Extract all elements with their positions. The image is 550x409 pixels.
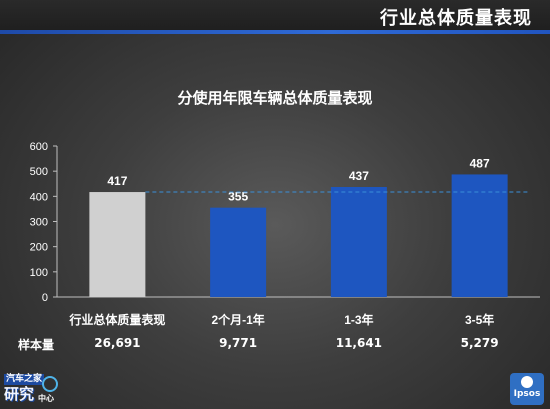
data-label: 437 bbox=[349, 169, 369, 183]
header-stripe bbox=[0, 30, 550, 34]
y-tick-label: 600 bbox=[30, 141, 48, 153]
bar bbox=[89, 192, 146, 297]
page-title: 行业总体质量表现 bbox=[380, 8, 532, 29]
logo-ring-icon bbox=[42, 376, 58, 392]
ipsos-logo: Ipsos bbox=[510, 373, 544, 405]
category-label: 行业总体质量表现 bbox=[68, 312, 165, 327]
data-label: 355 bbox=[228, 190, 248, 204]
ipsos-mark-icon bbox=[521, 376, 533, 388]
sample-size-value: 26,691 bbox=[94, 336, 141, 350]
autohome-research-logo: 汽车之家 研究 中心 bbox=[2, 372, 66, 406]
logo-left-line2: 研究 bbox=[4, 385, 35, 403]
y-tick-label: 200 bbox=[30, 242, 48, 254]
category-label: 3-5年 bbox=[465, 312, 494, 327]
data-label: 487 bbox=[470, 156, 490, 170]
y-tick-label: 400 bbox=[30, 191, 48, 203]
data-label: 417 bbox=[107, 174, 127, 188]
y-tick-label: 300 bbox=[30, 217, 48, 229]
y-tick-label: 500 bbox=[30, 166, 48, 178]
header-bar bbox=[0, 0, 550, 33]
bar bbox=[330, 187, 387, 297]
sample-size-label: 样本量 bbox=[18, 338, 55, 352]
category-label: 2个月-1年 bbox=[211, 312, 264, 327]
y-tick-label: 100 bbox=[30, 267, 48, 279]
logo-left-line1: 汽车之家 bbox=[4, 374, 45, 385]
chart-title: 分使用年限车辆总体质量表现 bbox=[177, 89, 373, 107]
sample-size-value: 9,771 bbox=[219, 336, 258, 350]
y-tick-label: 0 bbox=[42, 292, 48, 304]
bar bbox=[451, 174, 508, 297]
sample-size-value: 5,279 bbox=[460, 336, 499, 350]
sample-size-value: 11,641 bbox=[335, 336, 383, 350]
bar bbox=[210, 207, 267, 297]
ipsos-logo-text: Ipsos bbox=[513, 389, 541, 399]
logo-left-line3: 中心 bbox=[38, 394, 54, 403]
category-label: 1-3年 bbox=[344, 312, 373, 327]
